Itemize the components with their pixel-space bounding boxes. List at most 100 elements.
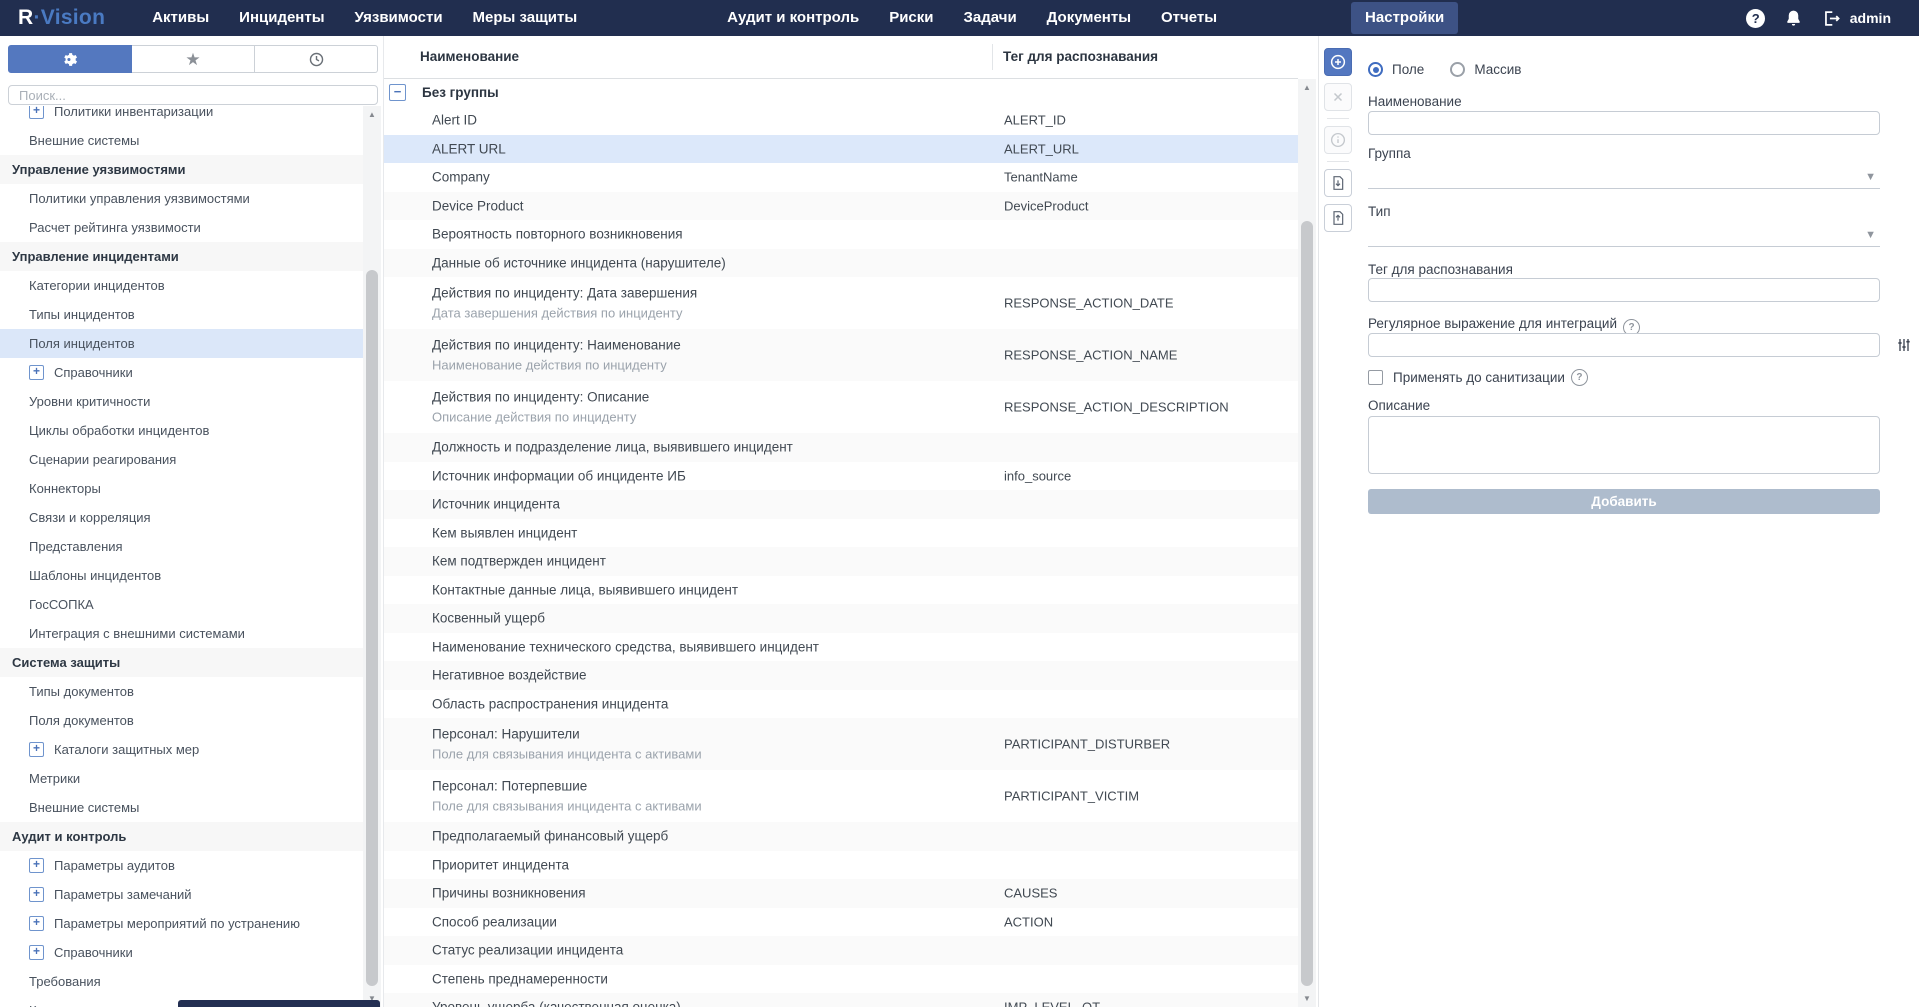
- sidebar-scrollbar[interactable]: ▲ ▼: [363, 106, 381, 1007]
- nav-item[interactable]: Аудит и контроль: [727, 9, 860, 26]
- sidebar-item[interactable]: Метрики: [0, 764, 363, 793]
- group-select[interactable]: ▼: [1368, 166, 1880, 189]
- user-name[interactable]: admin: [1849, 10, 1891, 26]
- sidebar-item[interactable]: + Параметры аудитов: [0, 851, 363, 880]
- expand-plus-icon[interactable]: +: [29, 742, 44, 757]
- logout-button[interactable]: [1821, 7, 1843, 29]
- export-button[interactable]: [1323, 204, 1352, 232]
- table-row[interactable]: Данные об источнике инцидента (нарушител…: [384, 248, 1298, 277]
- table-row[interactable]: Наименование технического средства, выяв…: [384, 633, 1298, 662]
- sidebar-item[interactable]: Типы инцидентов: [0, 300, 363, 329]
- table-row[interactable]: Должность и подразделение лица, выявивше…: [384, 433, 1298, 462]
- expand-plus-icon[interactable]: +: [29, 945, 44, 960]
- scroll-down-icon[interactable]: ▼: [368, 994, 376, 1003]
- scroll-up-icon[interactable]: ▲: [1303, 83, 1311, 92]
- sidebar-item[interactable]: Категории инцидентов: [0, 271, 363, 300]
- sidebar-section[interactable]: Управление уязвимостями: [0, 155, 363, 184]
- table-row[interactable]: Косвенный ущерб: [384, 604, 1298, 633]
- sidebar-item[interactable]: Коннекторы: [0, 474, 363, 503]
- sidebar-item[interactable]: Внешние системы: [0, 126, 363, 155]
- table-row[interactable]: Источник инцидента: [384, 490, 1298, 519]
- sidebar-section[interactable]: Система защиты: [0, 648, 363, 677]
- group-row[interactable]: − Без группы: [384, 78, 1298, 106]
- nav-item[interactable]: Активы: [152, 9, 210, 26]
- tab-settings[interactable]: [8, 45, 132, 73]
- sidebar-item[interactable]: Шаблоны инцидентов: [0, 561, 363, 590]
- type-select[interactable]: ▼: [1368, 224, 1880, 247]
- table-row[interactable]: Предполагаемый финансовый ущерб: [384, 822, 1298, 851]
- table-row[interactable]: Кем подтвержден инцидент: [384, 547, 1298, 576]
- sidebar-item[interactable]: Расчет рейтинга уязвимости: [0, 213, 363, 242]
- table-row[interactable]: Негативное воздействие: [384, 661, 1298, 690]
- sidebar-item[interactable]: Представления: [0, 532, 363, 561]
- expand-plus-icon[interactable]: +: [29, 916, 44, 931]
- table-row[interactable]: Device Product DeviceProduct: [384, 191, 1298, 220]
- table-row[interactable]: Действия по инциденту: Описание Описание …: [384, 381, 1298, 433]
- table-row[interactable]: Кем выявлен инцидент: [384, 519, 1298, 548]
- notifications-button[interactable]: [1783, 7, 1805, 29]
- sidebar-item[interactable]: Интеграция с внешними системами: [0, 619, 363, 648]
- sidebar-item[interactable]: Типы документов: [0, 677, 363, 706]
- sidebar-item[interactable]: + Параметры замечаний: [0, 880, 363, 909]
- sliders-icon[interactable]: [1896, 337, 1912, 353]
- help-circle-icon[interactable]: ?: [1570, 369, 1588, 386]
- name-field[interactable]: [1368, 111, 1880, 135]
- sidebar-item[interactable]: + Каталоги защитных мер: [0, 735, 363, 764]
- description-field[interactable]: [1368, 416, 1880, 474]
- nav-item[interactable]: Инциденты: [239, 9, 325, 26]
- table-row[interactable]: Приоритет инцидента: [384, 851, 1298, 880]
- add-button[interactable]: Добавить: [1368, 489, 1880, 514]
- sidebar-item[interactable]: ГосСОПКА: [0, 590, 363, 619]
- sidebar-section[interactable]: Аудит и контроль: [0, 822, 363, 851]
- sanitize-checkbox[interactable]: [1368, 370, 1383, 385]
- scroll-up-icon[interactable]: ▲: [368, 110, 376, 119]
- column-header-name[interactable]: Наименование: [420, 49, 520, 64]
- collapse-minus-icon[interactable]: −: [389, 83, 406, 101]
- column-header-tag[interactable]: Тег для распознавания: [1003, 49, 1159, 64]
- table-row[interactable]: Персонал: Потерпевшие Поле для связывания…: [384, 770, 1298, 822]
- table-row[interactable]: Персонал: Нарушители Поле для связывания …: [384, 718, 1298, 770]
- tab-favorites[interactable]: ★: [132, 45, 255, 73]
- add-field-button[interactable]: [1323, 48, 1352, 76]
- table-row[interactable]: Способ реализации ACTION: [384, 908, 1298, 937]
- sidebar-item[interactable]: Требования: [0, 967, 363, 996]
- nav-item[interactable]: Меры защиты: [472, 9, 578, 26]
- table-row[interactable]: Вероятность повторного возникновения: [384, 220, 1298, 249]
- expand-plus-icon[interactable]: +: [29, 365, 44, 380]
- tab-history[interactable]: [255, 45, 378, 73]
- sidebar-item[interactable]: + Справочники: [0, 938, 363, 967]
- table-row[interactable]: Степень преднамеренности: [384, 965, 1298, 994]
- sidebar-item[interactable]: Контрольные проверки: [0, 996, 363, 1007]
- scrollbar-thumb[interactable]: [1301, 221, 1313, 986]
- table-row[interactable]: Контактные данные лица, выявившего инцид…: [384, 576, 1298, 605]
- import-button[interactable]: [1323, 169, 1352, 197]
- sidebar-item[interactable]: Уровни критичности: [0, 387, 363, 416]
- search-input[interactable]: [8, 85, 378, 105]
- sidebar-section[interactable]: Управление инцидентами: [0, 242, 363, 271]
- table-row[interactable]: Уровень ущерба (качественная оценка) IMP_…: [384, 993, 1298, 1007]
- sidebar-item[interactable]: + Политики инвентаризации: [0, 106, 363, 126]
- scroll-down-icon[interactable]: ▼: [1303, 994, 1311, 1003]
- table-row[interactable]: Company TenantName: [384, 163, 1298, 192]
- tag-field[interactable]: [1368, 278, 1880, 302]
- table-row[interactable]: Причины возникновения CAUSES: [384, 879, 1298, 908]
- table-row[interactable]: Действия по инциденту: Наименование Наиме…: [384, 329, 1298, 381]
- sidebar-item[interactable]: Поля документов: [0, 706, 363, 735]
- expand-plus-icon[interactable]: +: [29, 887, 44, 902]
- nav-item[interactable]: Документы: [1046, 9, 1132, 26]
- nav-item[interactable]: Задачи: [963, 9, 1017, 26]
- table-row[interactable]: ALERT URL ALERT_URL: [384, 134, 1298, 163]
- nav-item[interactable]: Уязвимости: [354, 9, 443, 26]
- nav-item[interactable]: Отчеты: [1161, 9, 1218, 26]
- help-button[interactable]: ?: [1745, 7, 1767, 29]
- sidebar-item[interactable]: + Справочники: [0, 358, 363, 387]
- sidebar-item[interactable]: Внешние системы: [0, 793, 363, 822]
- sidebar-item[interactable]: Связи и корреляция: [0, 503, 363, 532]
- table-row[interactable]: Статус реализации инцидента: [384, 936, 1298, 965]
- expand-plus-icon[interactable]: +: [29, 858, 44, 873]
- table-row[interactable]: Действия по инциденту: Дата завершения Да…: [384, 277, 1298, 329]
- regex-field[interactable]: [1368, 333, 1880, 357]
- nav-item[interactable]: Риски: [889, 9, 934, 26]
- table-row[interactable]: Область распространения инцидента: [384, 690, 1298, 719]
- radio-array[interactable]: [1450, 62, 1466, 77]
